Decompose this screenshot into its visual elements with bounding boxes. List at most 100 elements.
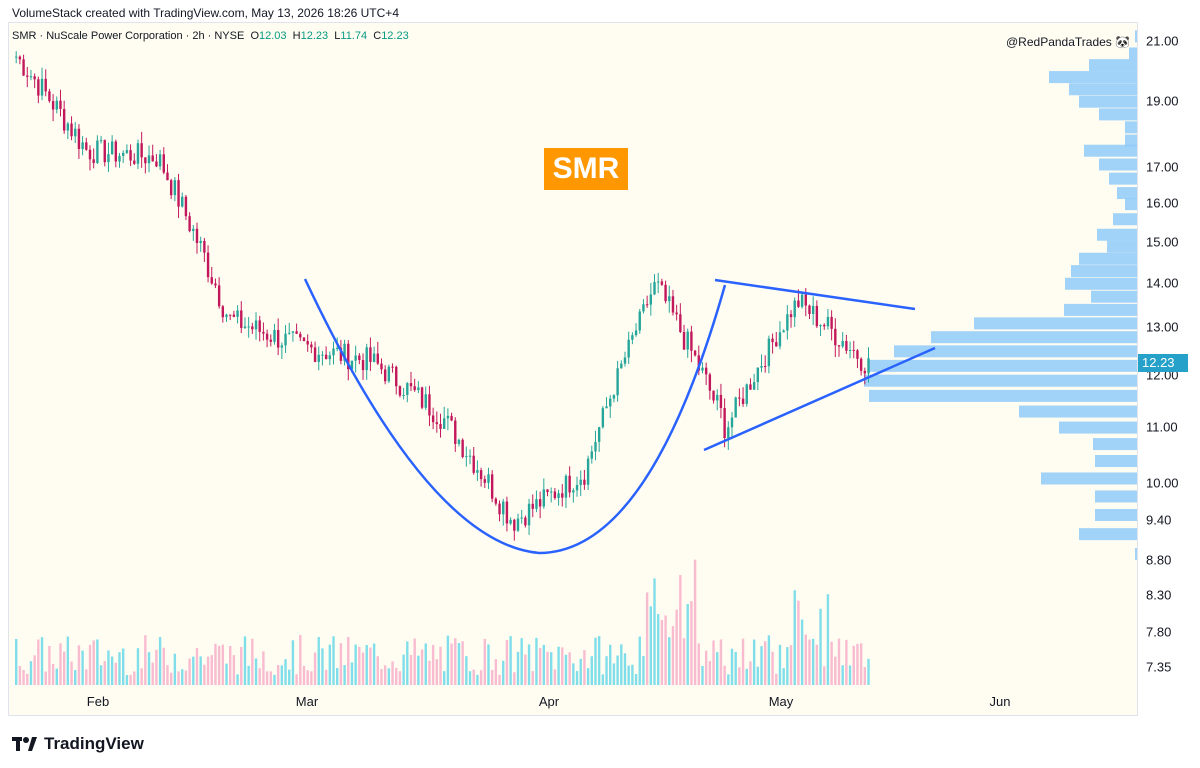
- volume-bar: [472, 669, 475, 685]
- chart-svg[interactable]: [9, 23, 1138, 716]
- candle-body: [568, 475, 571, 493]
- low-value: 11.74: [340, 30, 368, 42]
- candle-body: [468, 455, 472, 457]
- candle-body: [184, 196, 188, 217]
- candle-body: [487, 474, 490, 483]
- volume-profile-bar: [1125, 198, 1137, 211]
- volume-bar: [310, 671, 313, 685]
- volume-profile-bar: [1071, 265, 1137, 278]
- volume-bar: [206, 656, 210, 685]
- candle-body: [716, 394, 719, 401]
- chart-area[interactable]: [8, 22, 1138, 716]
- candle-body: [653, 282, 656, 295]
- volume-profile-bar: [869, 359, 1137, 372]
- candle-body: [339, 347, 343, 361]
- volume-profile-bar: [864, 374, 1137, 387]
- candle-body: [361, 360, 365, 371]
- candle-body: [66, 123, 70, 131]
- candle-body: [524, 517, 527, 526]
- candle-body: [634, 330, 638, 336]
- candle-body: [454, 420, 457, 444]
- volume-bar: [354, 644, 357, 685]
- volume-bar: [704, 650, 708, 685]
- volume-bar: [594, 637, 597, 685]
- candle-body: [612, 395, 616, 399]
- volume-bar: [561, 647, 564, 685]
- candle-body: [332, 348, 335, 356]
- volume-bar: [413, 638, 416, 685]
- price-tick-label: 15.00: [1146, 234, 1179, 250]
- candle-body: [457, 439, 461, 444]
- time-tick-label: Jun: [989, 694, 1011, 709]
- candle-body: [741, 398, 745, 404]
- volume-bar: [184, 670, 188, 685]
- price-tick-label: 11.00: [1146, 419, 1178, 435]
- candle-body: [502, 501, 505, 515]
- candle-body: [557, 493, 560, 499]
- price-tick-label: 7.80: [1146, 624, 1172, 640]
- tradingview-logo-icon: [12, 737, 37, 751]
- volume-bar: [649, 606, 653, 685]
- volume-bar: [317, 637, 320, 685]
- candle-body: [265, 333, 269, 340]
- candle-body: [638, 311, 641, 331]
- candle-body: [465, 456, 468, 458]
- candle-body: [225, 314, 228, 318]
- price-tick-label: 13.00: [1146, 319, 1179, 335]
- volume-bar: [509, 636, 512, 685]
- price-tick-label: 19.00: [1146, 93, 1179, 109]
- volume-bar: [819, 608, 822, 685]
- candle-body: [431, 415, 435, 423]
- candle-body: [155, 161, 158, 167]
- volume-bar: [210, 655, 213, 685]
- volume-bar: [177, 671, 180, 685]
- volume-bar: [653, 578, 656, 685]
- candle-body: [391, 366, 394, 368]
- tradingview-logo[interactable]: TradingView: [12, 734, 144, 754]
- volume-profile-bar: [1097, 228, 1137, 241]
- candle-body: [406, 383, 409, 395]
- candle-body: [358, 355, 361, 361]
- candle-body: [295, 331, 298, 334]
- volume-bar: [162, 647, 165, 685]
- volume-bar: [826, 594, 830, 685]
- volume-profile-bar: [1064, 303, 1137, 316]
- candle-body: [147, 155, 151, 164]
- close-value: 12.23: [381, 30, 409, 42]
- candle-body: [863, 370, 867, 374]
- candle-body: [92, 159, 95, 163]
- candle-body: [627, 339, 630, 358]
- volume-bar: [347, 637, 350, 685]
- candle-body: [826, 316, 830, 327]
- candle-body: [169, 180, 173, 196]
- candle-body: [428, 394, 431, 416]
- candle-body: [734, 397, 737, 418]
- candle-body: [232, 314, 236, 317]
- volume-bar: [15, 638, 18, 685]
- volume-profile-bar: [1125, 121, 1137, 134]
- volume-bar: [601, 674, 605, 685]
- volume-profile-bar: [1095, 508, 1137, 521]
- volume-bar: [834, 656, 837, 685]
- candle-body: [251, 326, 254, 330]
- volume-bar: [51, 663, 55, 685]
- candle-body: [786, 314, 789, 331]
- price-tick-label: 17.00: [1146, 159, 1179, 175]
- candle-body: [708, 374, 712, 391]
- candle-body: [597, 427, 601, 442]
- volume-bar: [597, 636, 601, 685]
- candle-body: [852, 349, 855, 351]
- candle-body: [96, 140, 99, 163]
- candle-body: [409, 383, 413, 387]
- candle-body: [760, 366, 763, 368]
- candle-body: [531, 503, 534, 509]
- candle-body: [217, 285, 221, 307]
- candle-body: [321, 354, 324, 356]
- candle-body: [26, 75, 29, 77]
- volume-profile-bar: [1079, 252, 1137, 265]
- volume-profile-bar: [1091, 290, 1137, 303]
- candle-body: [88, 149, 92, 160]
- candle-body: [749, 384, 752, 390]
- volume-profile-bar: [1135, 547, 1137, 560]
- volume-bar: [531, 671, 534, 685]
